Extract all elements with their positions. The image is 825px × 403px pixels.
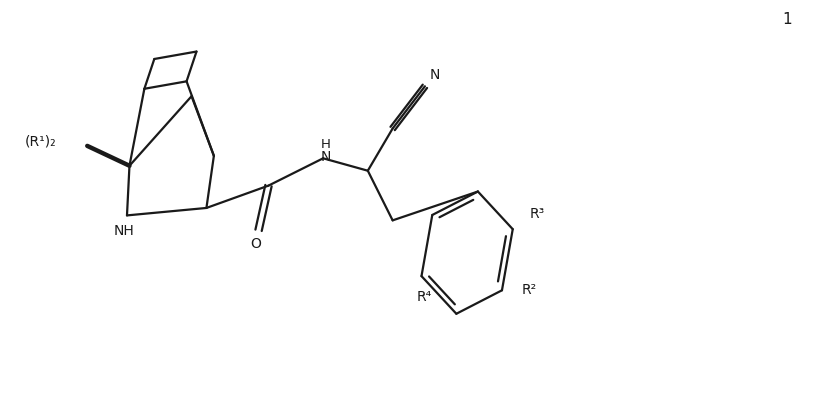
Text: R³: R³ [530, 207, 545, 221]
Text: H: H [321, 138, 331, 151]
Text: N: N [430, 69, 440, 82]
Text: NH: NH [114, 224, 134, 238]
Text: R⁴: R⁴ [417, 290, 431, 304]
Text: N: N [320, 150, 331, 164]
Text: R²: R² [521, 283, 537, 297]
Text: O: O [251, 237, 262, 251]
Text: 1: 1 [783, 12, 792, 27]
Text: (R¹)₂: (R¹)₂ [25, 135, 56, 149]
